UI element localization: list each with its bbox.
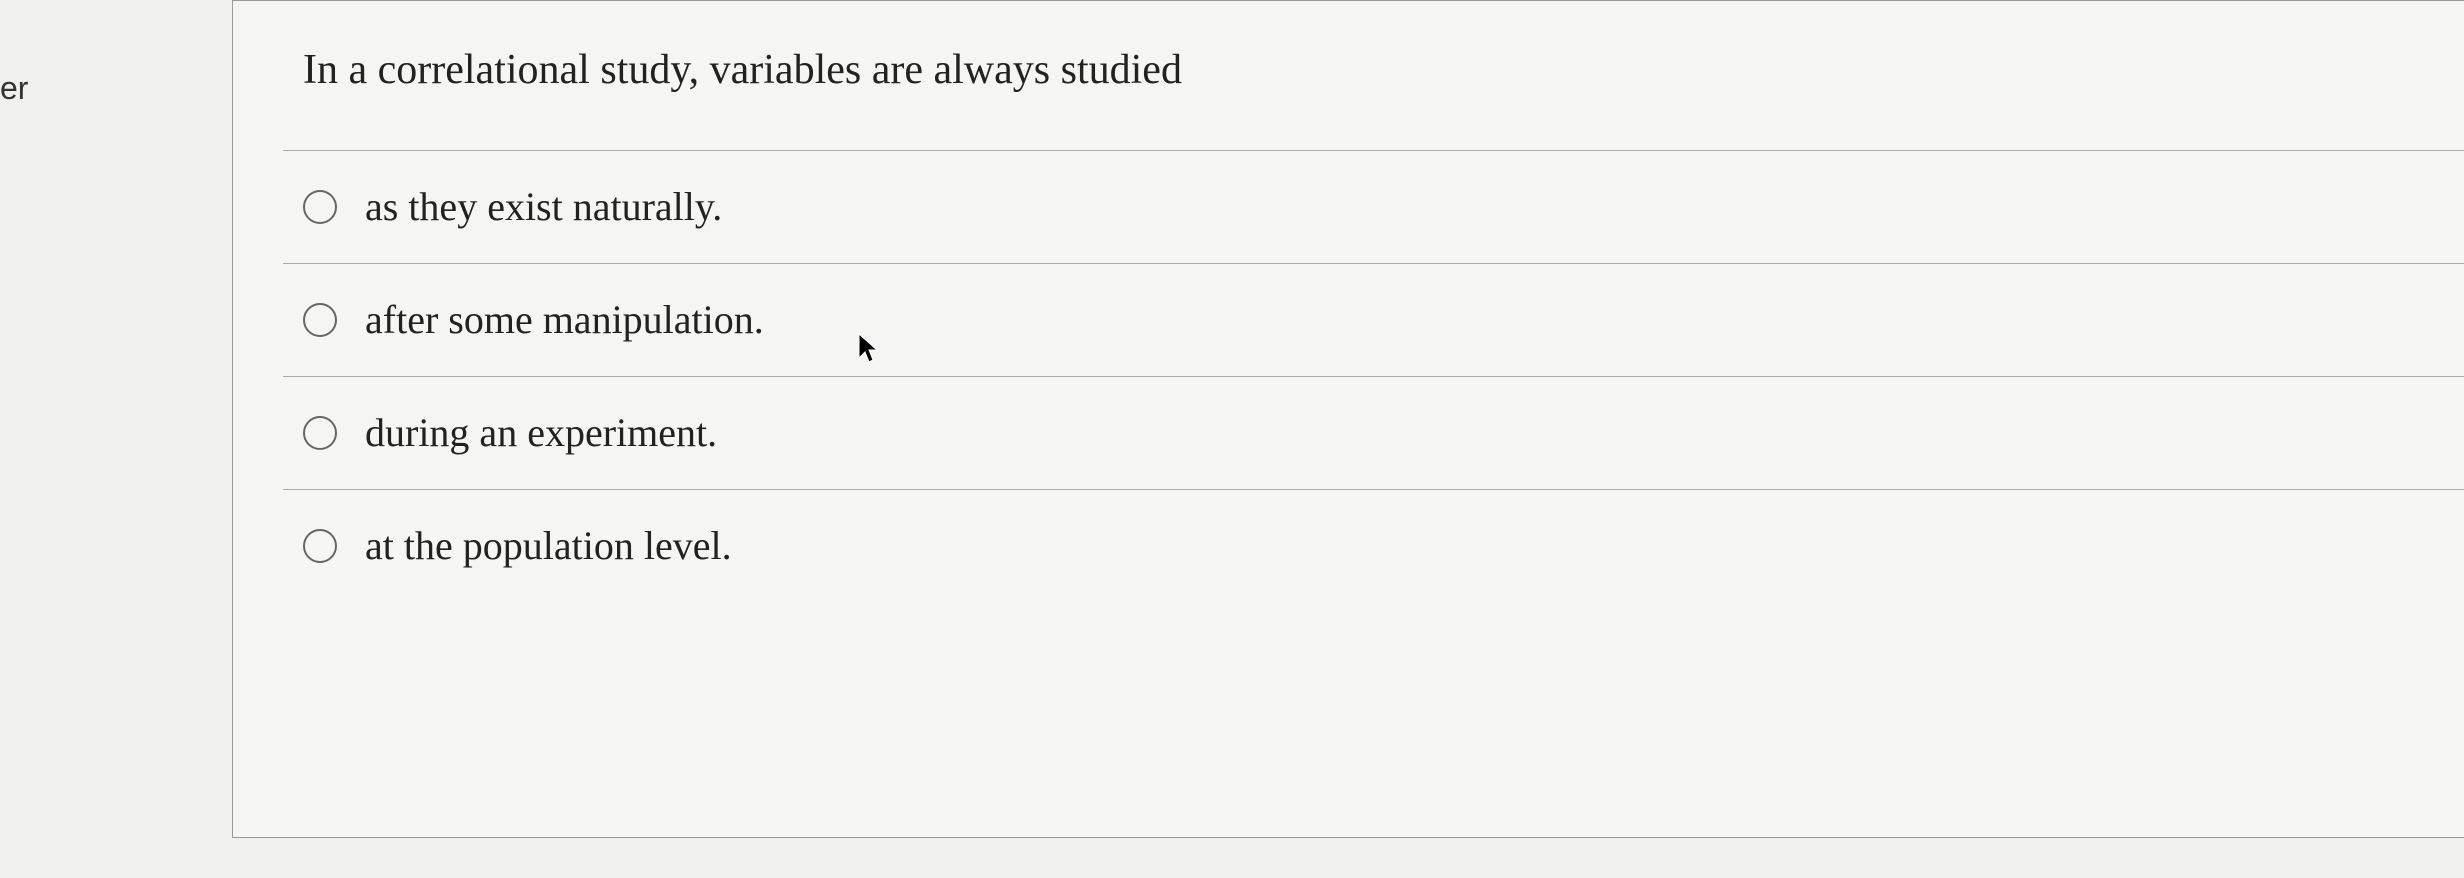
sidebar-text-fragment: er xyxy=(0,70,28,107)
option-row-0[interactable]: as they exist naturally. xyxy=(283,150,2464,263)
option-label: after some manipulation. xyxy=(365,294,764,346)
option-label: as they exist naturally. xyxy=(365,181,722,233)
question-panel: In a correlational study, variables are … xyxy=(232,0,2464,838)
option-row-2[interactable]: during an experiment. xyxy=(283,376,2464,489)
radio-icon[interactable] xyxy=(303,303,337,337)
options-list: as they exist naturally. after some mani… xyxy=(233,150,2464,602)
radio-icon[interactable] xyxy=(303,416,337,450)
option-label: at the population level. xyxy=(365,520,732,572)
radio-icon[interactable] xyxy=(303,529,337,563)
option-label: during an experiment. xyxy=(365,407,717,459)
option-row-1[interactable]: after some manipulation. xyxy=(283,263,2464,376)
question-prompt: In a correlational study, variables are … xyxy=(233,1,2464,150)
option-row-3[interactable]: at the population level. xyxy=(283,489,2464,602)
radio-icon[interactable] xyxy=(303,190,337,224)
